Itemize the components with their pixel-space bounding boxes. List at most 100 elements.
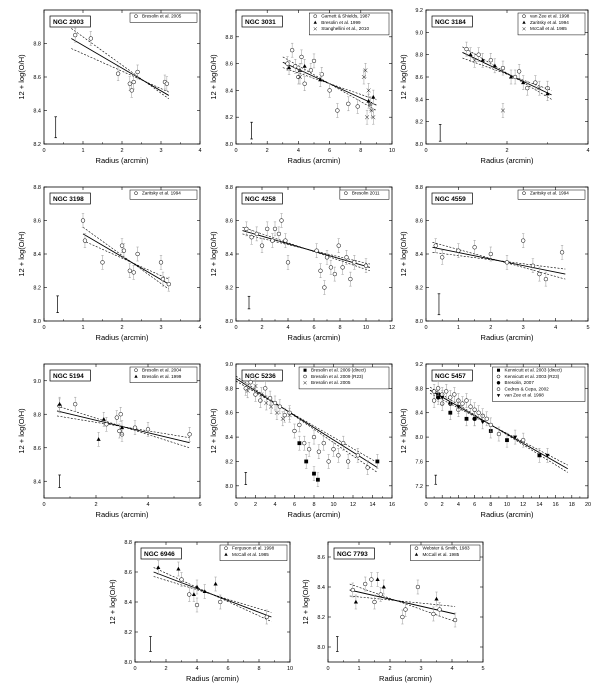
galaxy-label-box	[241, 192, 283, 205]
y-tick-label: 8.4	[317, 585, 325, 591]
data-point	[363, 263, 369, 268]
x-tick-label: 14	[536, 502, 542, 508]
confidence-band-lower	[71, 48, 169, 93]
data-point	[488, 251, 493, 257]
data-point	[279, 218, 284, 223]
data-point	[282, 413, 287, 418]
data-point	[194, 602, 200, 608]
y-tick-label: 8.0	[415, 435, 423, 441]
legend-marker	[134, 14, 138, 18]
data-point	[324, 255, 330, 260]
data-point	[484, 416, 489, 421]
x-tick-label: 0	[42, 148, 45, 154]
legend-marker	[134, 374, 138, 378]
chart-ngc-4258: 0 2 4 6 8 10 12 8.0 8.2 8.4 8.6 8.8 Radius (arcmin) 1…	[209, 185, 395, 342]
data-point	[488, 422, 493, 428]
y-tick-label: 8.2	[317, 615, 325, 621]
data-point	[316, 449, 322, 454]
cross-stroke	[522, 27, 526, 31]
y-tick-label: 8.0	[415, 319, 423, 325]
x-tick-label: 2	[505, 148, 508, 154]
linear-fit-line	[153, 571, 272, 618]
data-point	[272, 400, 278, 406]
data-point	[270, 238, 275, 243]
data-point	[316, 477, 320, 482]
y-tick-label: 8.8	[225, 35, 233, 41]
x-tick-label: 12	[389, 325, 395, 331]
data-point	[290, 48, 295, 53]
x-tick-label: 8	[257, 666, 260, 672]
data-point	[100, 260, 105, 265]
x-tick-label: 4	[297, 148, 300, 154]
data-point	[96, 437, 101, 441]
data-point	[456, 248, 461, 253]
y-tick-label: 8.8	[33, 412, 41, 418]
data-point	[340, 265, 345, 270]
data-point	[319, 72, 324, 77]
data-point	[366, 88, 371, 93]
x-tick-label: 4	[198, 325, 201, 331]
galaxy-name: NGC 6946	[144, 551, 175, 558]
x-tick-label: 6	[312, 325, 315, 331]
legend-box	[517, 189, 586, 200]
data-point	[448, 395, 453, 400]
data-point	[363, 68, 368, 73]
x-tick-label: 8	[359, 148, 362, 154]
legend-marker	[134, 191, 138, 195]
linear-fit-line	[242, 230, 371, 268]
cross-stroke	[280, 416, 285, 421]
data-point	[400, 614, 405, 620]
x-tick-label: 20	[585, 502, 591, 508]
data-point	[355, 104, 360, 109]
data-point	[73, 402, 78, 407]
legend-entry: van Zee et al. 1998	[505, 393, 545, 398]
data-point	[135, 69, 140, 75]
confidence-band-lower	[82, 240, 169, 280]
data-point	[318, 77, 323, 82]
data-point	[559, 250, 565, 255]
data-point	[464, 398, 469, 403]
galaxy-label-box	[49, 369, 91, 382]
y-tick-label: 8.8	[415, 53, 423, 59]
legend-marker	[522, 20, 526, 24]
y-tick-label: 9.2	[415, 362, 423, 368]
x-axis-label: Radius (arcmin)	[288, 156, 341, 165]
galaxy-label-box	[140, 547, 182, 560]
data-point	[336, 453, 341, 458]
data-point	[194, 584, 200, 589]
x-tick-label: 12	[350, 502, 356, 508]
y-tick-label: 8.2	[33, 142, 41, 148]
y-tick-label: 8.8	[33, 185, 41, 191]
legend-marker	[303, 368, 307, 372]
data-point	[521, 437, 526, 443]
data-point	[213, 581, 218, 586]
data-point	[543, 276, 549, 282]
data-point	[265, 226, 270, 232]
legend-marker	[496, 394, 501, 398]
data-point	[179, 577, 184, 582]
y-tick-label: 8.8	[124, 540, 132, 546]
data-point	[283, 238, 288, 243]
y-tick-label: 8.2	[415, 286, 423, 292]
legend-marker	[496, 374, 501, 379]
legend-marker	[344, 191, 348, 195]
plot-frame	[235, 186, 393, 322]
galaxy-name: NGC 3031	[245, 19, 276, 26]
data-point	[314, 248, 319, 253]
data-point	[460, 401, 465, 406]
y-tick-label: 8.0	[124, 660, 132, 666]
data-point	[472, 416, 477, 421]
confidence-band-upper	[432, 241, 566, 280]
x-tick-label: 18	[569, 502, 575, 508]
data-point	[119, 425, 125, 430]
x-tick-label: 4	[457, 502, 460, 508]
chart-ngc-5457: 0 2 4 6 8 10 12 14 16 18 20 7.2 7.6 8.0 8.4 8.8 9.2 Radiu…	[399, 362, 591, 519]
data-point	[545, 453, 550, 458]
x-tick-label: 8	[338, 325, 341, 331]
y-axis-label: 12 + log(O/H)	[209, 408, 218, 454]
galaxy-name: NGC 2903	[53, 19, 84, 26]
y-tick-label: 8.8	[415, 386, 423, 392]
data-point	[297, 422, 302, 428]
galaxy-label-box	[241, 15, 283, 28]
